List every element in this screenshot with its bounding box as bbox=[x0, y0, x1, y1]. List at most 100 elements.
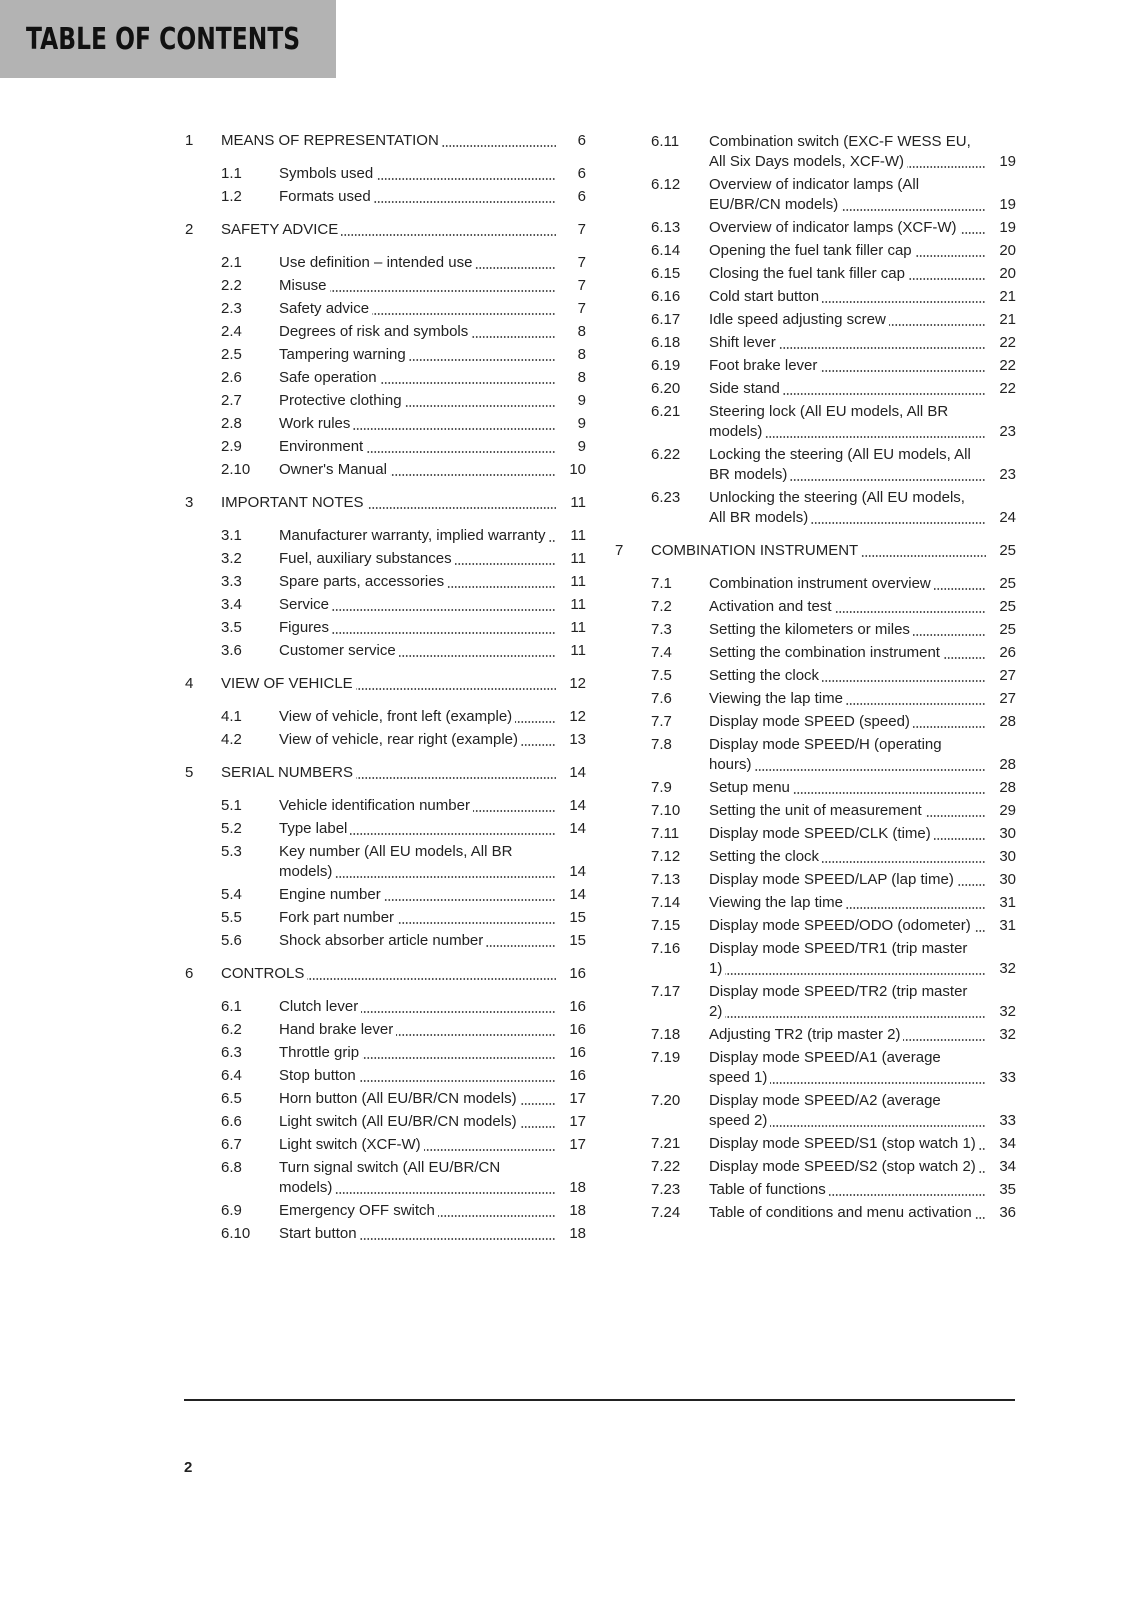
entry-body: Display mode SPEED/TR1 (trip master 1) 32 bbox=[709, 939, 1016, 979]
chapter-entry: 6 CONTROLS 16 bbox=[185, 964, 586, 984]
entry-number: 2 bbox=[185, 221, 194, 238]
entry-page: 23 bbox=[995, 422, 1016, 442]
section-entry: 6.14 Opening the fuel tank filler cap 20 bbox=[651, 241, 1016, 261]
entry-page: 28 bbox=[995, 755, 1016, 775]
entry-number: 6.23 bbox=[651, 489, 681, 506]
entry-page: 32 bbox=[995, 959, 1016, 979]
entry-body: Type label 14 bbox=[279, 819, 586, 839]
entry-title: CONTROLS bbox=[221, 965, 308, 982]
entry-body: Combination switch (EXC-F WESS EU, All S… bbox=[709, 132, 1016, 172]
entry-number: 2.1 bbox=[221, 254, 242, 271]
entry-number: 2.4 bbox=[221, 323, 242, 340]
entry-body: Display mode SPEED/A2 (average speed 2) 3… bbox=[709, 1091, 1016, 1131]
entry-body: Protective clothing 9 bbox=[279, 391, 586, 411]
entry-number: 7.8 bbox=[651, 736, 672, 753]
section-entry: 7.14 Viewing the lap time 31 bbox=[651, 893, 1016, 913]
entry-body: Safety advice 7 bbox=[279, 299, 586, 319]
entry-body: Locking the steering (All EU models, All… bbox=[709, 445, 1016, 485]
section-entry: 3.1 Manufacturer warranty, implied warran… bbox=[221, 526, 586, 546]
section-entry: 2.6 Safe operation 8 bbox=[221, 368, 586, 388]
entry-body: Fuel, auxiliary substances 11 bbox=[279, 549, 586, 569]
entry-title: MEANS OF REPRESENTATION bbox=[221, 132, 442, 149]
section-entry: 2.1 Use definition – intended use 7 bbox=[221, 253, 586, 273]
entry-number: 7.7 bbox=[651, 713, 672, 730]
entry-page: 32 bbox=[995, 1002, 1016, 1022]
entry-title: Horn button (All EU/BR/CN models) bbox=[279, 1090, 520, 1107]
entry-body: Key number (All EU models, All BR models… bbox=[279, 842, 586, 882]
entry-page: 8 bbox=[573, 368, 586, 388]
section-entry: 7.2 Activation and test 25 bbox=[651, 597, 1016, 617]
entry-number: 6.11 bbox=[651, 133, 680, 150]
entry-title: Manufacturer warranty, implied warranty bbox=[279, 527, 549, 544]
entry-number: 5.6 bbox=[221, 932, 242, 949]
entry-page: 22 bbox=[995, 356, 1016, 376]
entry-body: Emergency OFF switch 18 bbox=[279, 1201, 586, 1221]
entry-number: 5 bbox=[185, 764, 194, 781]
entry-body: Display mode SPEED (speed) 28 bbox=[709, 712, 1016, 732]
section-entry: 6.19 Foot brake lever 22 bbox=[651, 356, 1016, 376]
entry-number: 6.10 bbox=[221, 1225, 251, 1242]
entry-number: 7.4 bbox=[651, 644, 672, 661]
entry-title: Service bbox=[279, 596, 333, 613]
entry-body: Display mode SPEED/S1 (stop watch 1) 34 bbox=[709, 1134, 1016, 1154]
section-entry: 6.16 Cold start button 21 bbox=[651, 287, 1016, 307]
entry-title: Tampering warning bbox=[279, 346, 409, 363]
entry-title: Clutch lever bbox=[279, 998, 362, 1015]
entry-page: 14 bbox=[565, 819, 586, 839]
section-entry: 7.4 Setting the combination instrument 26 bbox=[651, 643, 1016, 663]
entry-page: 24 bbox=[995, 508, 1016, 528]
entry-body: CONTROLS 16 bbox=[221, 964, 586, 984]
entry-body: Owner's Manual 10 bbox=[279, 460, 586, 480]
section-entry: 7.6 Viewing the lap time 27 bbox=[651, 689, 1016, 709]
section-entry: 6.21 Steering lock (All EU models, All BR… bbox=[651, 402, 1016, 442]
entry-page: 11 bbox=[566, 595, 586, 615]
section-entry: 7.8 Display mode SPEED/H (operating hours… bbox=[651, 735, 1016, 775]
entry-body: Foot brake lever 22 bbox=[709, 356, 1016, 376]
entry-body: Spare parts, accessories 11 bbox=[279, 572, 586, 592]
section-entry: 7.12 Setting the clock 30 bbox=[651, 847, 1016, 867]
section-entry: 5.1 Vehicle identification number 14 bbox=[221, 796, 586, 816]
entry-number: 6.4 bbox=[221, 1067, 242, 1084]
section-entry: 6.15 Closing the fuel tank filler cap 20 bbox=[651, 264, 1016, 284]
entry-page: 21 bbox=[995, 310, 1016, 330]
entry-page: 26 bbox=[995, 643, 1016, 663]
entry-page: 22 bbox=[995, 333, 1016, 353]
entry-body: Environment 9 bbox=[279, 437, 586, 457]
entry-number: 7.10 bbox=[651, 802, 681, 819]
entry-body: Viewing the lap time 27 bbox=[709, 689, 1016, 709]
entry-body: Activation and test 25 bbox=[709, 597, 1016, 617]
entry-body: COMBINATION INSTRUMENT 25 bbox=[651, 541, 1016, 561]
entry-page: 25 bbox=[995, 597, 1016, 617]
entry-body: Setting the kilometers or miles 25 bbox=[709, 620, 1016, 640]
entry-body: Viewing the lap time 31 bbox=[709, 893, 1016, 913]
entry-title: Setting the clock bbox=[709, 848, 823, 865]
entry-number: 3.6 bbox=[221, 642, 242, 659]
entry-number: 7.22 bbox=[651, 1158, 681, 1175]
entry-body: Setting the combination instrument 26 bbox=[709, 643, 1016, 663]
entry-page: 6 bbox=[573, 164, 586, 184]
entry-title: Use definition – intended use bbox=[279, 254, 476, 271]
entry-page: 7 bbox=[573, 220, 586, 240]
entry-body: Vehicle identification number 14 bbox=[279, 796, 586, 816]
entry-title: Engine number bbox=[279, 886, 384, 903]
chapter-entry: 1 MEANS OF REPRESENTATION 6 bbox=[185, 131, 586, 151]
dot-leader bbox=[279, 618, 556, 638]
entry-body: Setting the clock 27 bbox=[709, 666, 1016, 686]
entry-title: SAFETY ADVICE bbox=[221, 221, 342, 238]
entry-page: 27 bbox=[995, 689, 1016, 709]
entry-body: Unlocking the steering (All EU models, A… bbox=[709, 488, 1016, 528]
entry-page: 14 bbox=[565, 862, 586, 882]
entry-page: 19 bbox=[995, 152, 1016, 172]
entry-body: Hand brake lever 16 bbox=[279, 1020, 586, 1040]
section-entry: 2.3 Safety advice 7 bbox=[221, 299, 586, 319]
entry-body: Tampering warning 8 bbox=[279, 345, 586, 365]
entry-page: 11 bbox=[566, 493, 586, 513]
entry-page: 17 bbox=[565, 1112, 586, 1132]
entry-number: 6.21 bbox=[651, 403, 681, 420]
entry-number: 1 bbox=[185, 132, 194, 149]
entry-page: 8 bbox=[573, 322, 586, 342]
entry-title: Fuel, auxiliary substances bbox=[279, 550, 455, 567]
entry-title: Environment bbox=[279, 438, 367, 455]
header-bar: TABLE OF CONTENTS bbox=[0, 0, 336, 78]
entry-body: Display mode SPEED/LAP (lap time) 30 bbox=[709, 870, 1016, 890]
